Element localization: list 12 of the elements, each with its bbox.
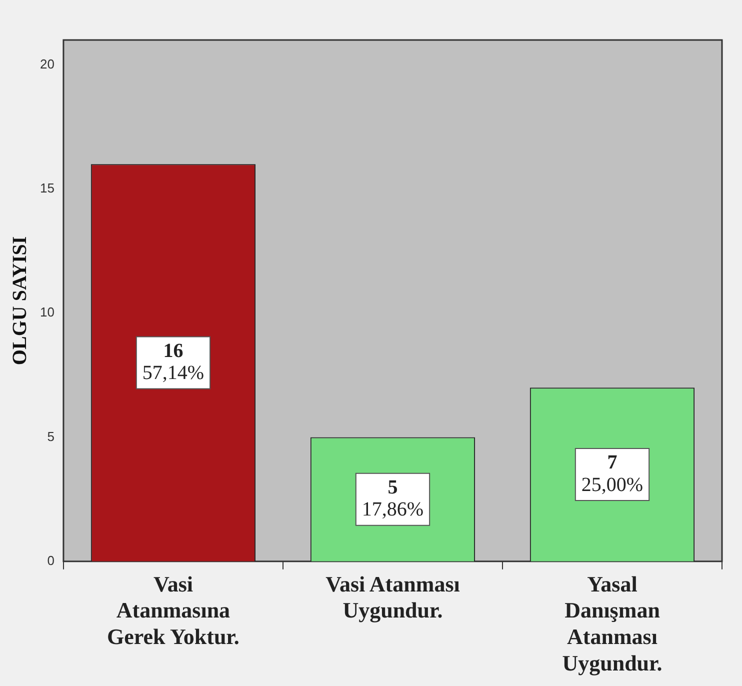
y-tick-label: 15 — [40, 180, 54, 196]
data-label: 5 17,86% — [362, 476, 424, 521]
y-tick-label: 0 — [47, 552, 54, 568]
x-tick-label: Vasi Atanması Uygundur. — [326, 571, 460, 623]
x-tick-label: Yasal Danışman Atanması Uygundur. — [562, 571, 662, 676]
y-tick-label: 20 — [40, 56, 54, 72]
data-label: 7 25,00% — [581, 452, 644, 496]
y-tick-label: 5 — [47, 428, 54, 444]
x-tick-label: Vasi Atanmasına Gerek Yoktur. — [107, 571, 240, 650]
y-tick-label: 10 — [40, 304, 54, 320]
y-axis-title: OLGU SAYISI — [9, 236, 32, 366]
data-label: 16 57,14% — [142, 340, 204, 384]
